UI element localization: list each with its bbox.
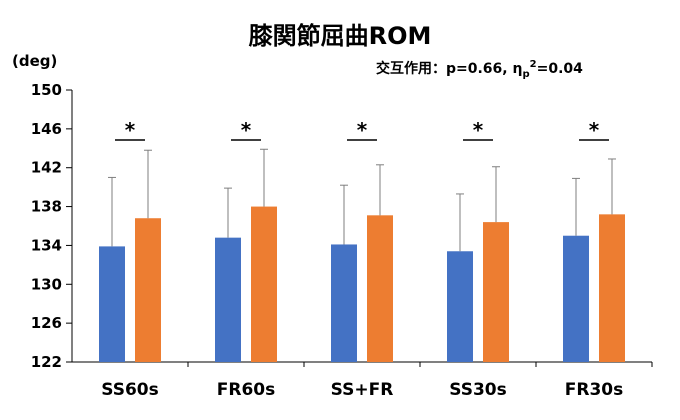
bar	[599, 214, 625, 362]
x-tick-label: FR30s	[565, 380, 623, 400]
y-tick-label: 146	[31, 120, 62, 138]
bar	[367, 215, 393, 362]
bar	[483, 222, 509, 362]
bar	[99, 246, 125, 362]
significance-star: *	[241, 118, 252, 142]
bar	[251, 206, 277, 362]
chart-title: 膝関節屈曲ROM	[249, 22, 432, 50]
y-axis-unit: (deg)	[12, 52, 57, 70]
significance-star: *	[125, 118, 136, 142]
y-tick-label: 126	[31, 314, 62, 332]
significance-star: *	[473, 118, 484, 142]
significance-star: *	[357, 118, 368, 142]
bar	[563, 235, 589, 362]
y-tick-label: 122	[31, 353, 62, 371]
significance-star: *	[589, 118, 600, 142]
y-tick-label: 134	[31, 236, 62, 254]
bar	[135, 218, 161, 362]
x-tick-label: SS+FR	[331, 380, 394, 400]
bar	[447, 251, 473, 362]
y-tick-label: 142	[31, 159, 62, 177]
y-tick-label: 138	[31, 198, 62, 216]
y-tick-label: 150	[31, 81, 62, 99]
plot-area: 122 126 130 134 138 142 146 150 SS60s * FR60s * SS+F…	[31, 81, 653, 400]
y-tick-label: 130	[31, 275, 62, 293]
x-tick-label: SS60s	[101, 380, 159, 400]
x-tick-label: FR60s	[217, 380, 275, 400]
x-tick-label: SS30s	[449, 380, 507, 400]
bar	[215, 237, 241, 362]
bar	[331, 244, 357, 362]
interaction-stats: 交互作用：p=0.66, ηp2=0.04	[376, 59, 583, 80]
